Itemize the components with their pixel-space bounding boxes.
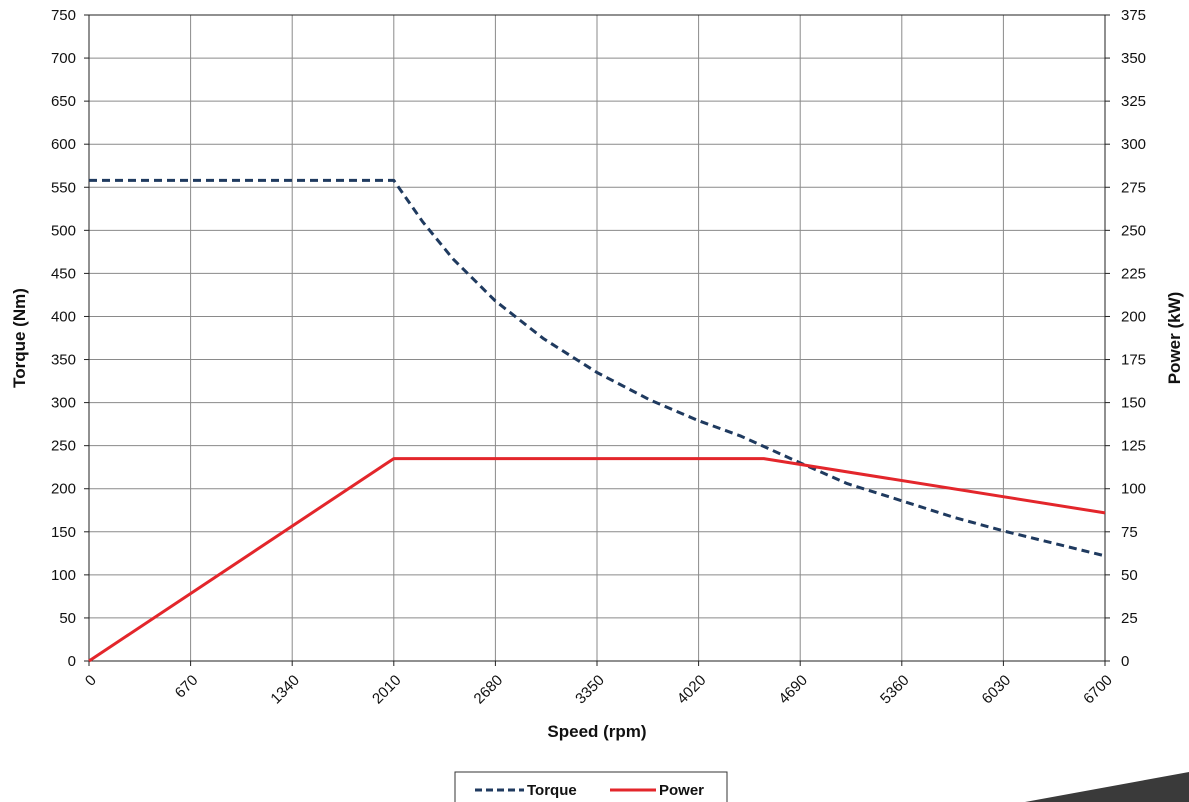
- y2-tick-label: 200: [1121, 308, 1146, 325]
- power-series-line: [88, 457, 1106, 663]
- y-tick-label: 750: [51, 7, 76, 24]
- legend-box: [454, 771, 728, 802]
- x-tick-label: 5360: [877, 672, 913, 708]
- y-tick-label: 100: [51, 567, 76, 584]
- x-tick-label: 670: [172, 672, 202, 702]
- x-tick-label: 0: [82, 672, 100, 690]
- y-tick-label: 450: [51, 265, 76, 282]
- x-tick-label: 2680: [471, 672, 507, 708]
- tick-labels: 0 670 1340 2010 2680 3350 4020 4690 5360 6030 6700…: [51, 7, 1146, 707]
- y-tick-label: 0: [68, 653, 76, 670]
- y-tick-label: 50: [59, 610, 76, 627]
- y2-tick-label: 150: [1121, 395, 1146, 412]
- y-axis-title: Torque (Nm): [10, 288, 29, 388]
- y2-tick-label: 250: [1121, 222, 1146, 239]
- y2-tick-label: 50: [1121, 567, 1138, 584]
- x-tick-label: 1340: [267, 672, 303, 708]
- x-tick-label: 4020: [674, 672, 710, 708]
- plot-area: [88, 14, 1106, 662]
- y2-tick-label: 75: [1121, 524, 1138, 541]
- y-tick-label: 250: [51, 438, 76, 455]
- y-tick-label: 350: [51, 352, 76, 369]
- y-tick-label: 700: [51, 50, 76, 67]
- y-tick-label: 500: [51, 222, 76, 239]
- y2-tick-label: 275: [1121, 179, 1146, 196]
- y2-tick-label: 25: [1121, 610, 1138, 627]
- grid: [84, 14, 1110, 666]
- y2-tick-label: 0: [1121, 653, 1129, 670]
- legend-torque-label: Torque: [527, 782, 577, 799]
- y2-tick-label: 325: [1121, 93, 1146, 110]
- y2-tick-label: 225: [1121, 265, 1146, 282]
- y2-tick-label: 350: [1121, 50, 1146, 67]
- y-tick-label: 600: [51, 136, 76, 153]
- y-tick-label: 650: [51, 93, 76, 110]
- torque-series-line: [89, 178, 1106, 558]
- x-tick-label: 2010: [369, 672, 405, 708]
- x-tick-label: 6030: [979, 672, 1015, 708]
- y-tick-label: 400: [51, 308, 76, 325]
- y-tick-label: 150: [51, 524, 76, 541]
- y2-tick-label: 300: [1121, 136, 1146, 153]
- y2-tick-label: 125: [1121, 438, 1146, 455]
- series-layer: [88, 178, 1106, 663]
- y2-axis-title: Power (kW): [1165, 292, 1184, 385]
- y2-tick-label: 175: [1121, 352, 1146, 369]
- corner-decoration: [1025, 772, 1189, 802]
- legend-power-label: Power: [659, 782, 704, 799]
- x-tick-label: 3350: [572, 672, 608, 708]
- y-tick-label: 300: [51, 395, 76, 412]
- y2-tick-label: 100: [1121, 481, 1146, 498]
- y2-tick-label: 375: [1121, 7, 1146, 24]
- legend: Torque Power: [454, 771, 728, 802]
- y-tick-label: 550: [51, 179, 76, 196]
- x-tick-label: 4690: [775, 672, 811, 708]
- y-tick-label: 200: [51, 481, 76, 498]
- x-tick-label: 6700: [1080, 672, 1116, 708]
- x-axis-title: Speed (rpm): [547, 722, 646, 741]
